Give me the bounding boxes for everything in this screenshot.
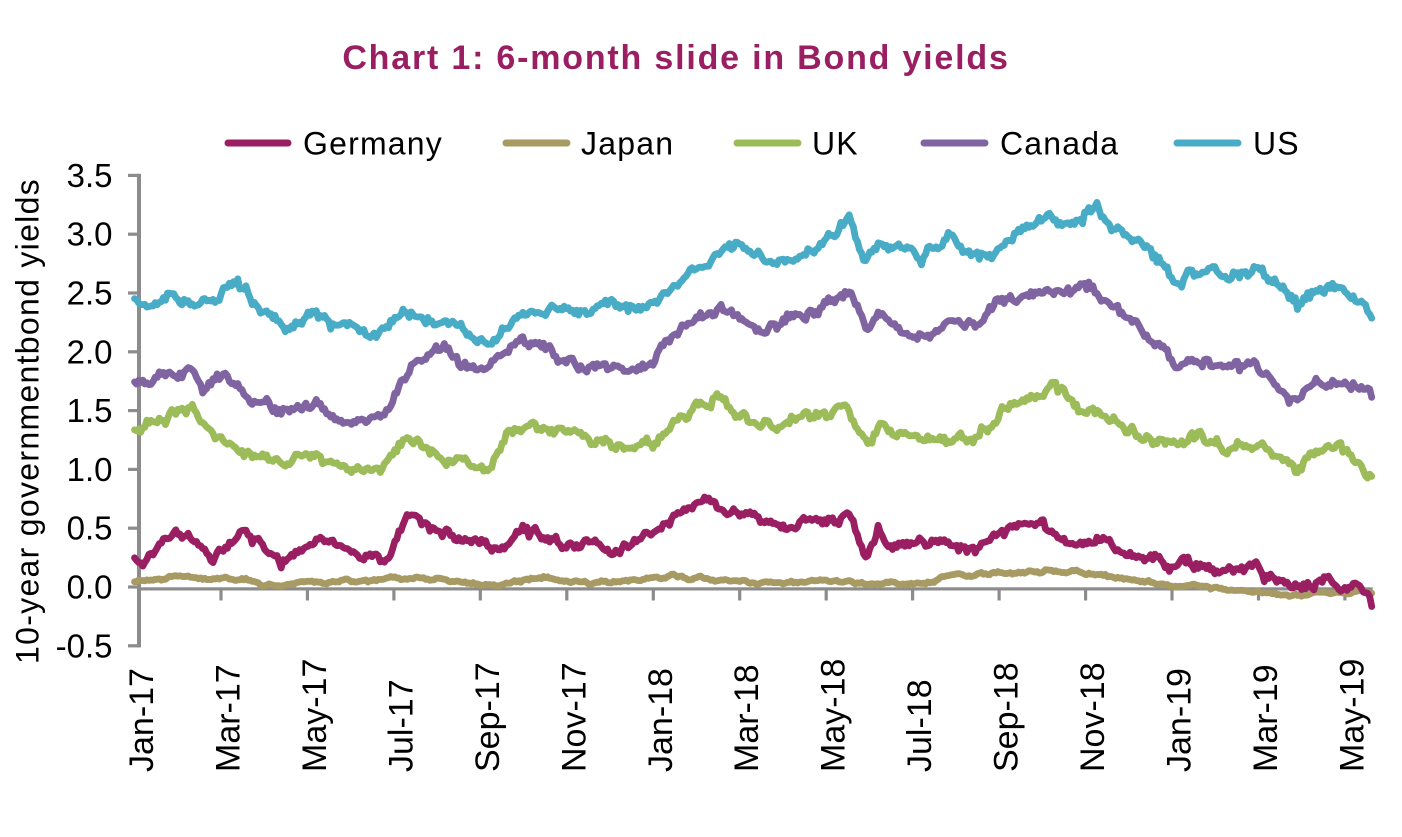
svg-text:Jul-18: Jul-18 xyxy=(901,679,939,772)
svg-text:1.5: 1.5 xyxy=(67,392,113,429)
svg-text:Nov-18: Nov-18 xyxy=(1074,662,1112,772)
svg-text:1.0: 1.0 xyxy=(67,451,113,488)
svg-text:Mar-17: Mar-17 xyxy=(210,664,248,772)
svg-text:Jul-17: Jul-17 xyxy=(382,679,420,772)
svg-text:Sep-18: Sep-18 xyxy=(988,662,1026,772)
svg-text:May-17: May-17 xyxy=(296,659,334,772)
svg-text:US: US xyxy=(1253,126,1300,162)
svg-text:3.0: 3.0 xyxy=(67,216,113,253)
svg-text:Mar-18: Mar-18 xyxy=(728,664,766,772)
svg-text:0.5: 0.5 xyxy=(67,510,113,547)
svg-text:-0.5: -0.5 xyxy=(56,627,113,664)
svg-text:Mar-19: Mar-19 xyxy=(1247,664,1285,772)
svg-text:Jan-17: Jan-17 xyxy=(123,668,161,772)
svg-text:Nov-17: Nov-17 xyxy=(555,662,593,772)
svg-text:2.5: 2.5 xyxy=(67,275,113,312)
svg-text:10-year governmentbond yields: 10-year governmentbond yields xyxy=(10,178,46,664)
svg-text:Japan: Japan xyxy=(581,126,674,162)
svg-text:Jan-18: Jan-18 xyxy=(642,668,680,772)
svg-text:Germany: Germany xyxy=(303,126,443,162)
svg-text:May-19: May-19 xyxy=(1333,659,1371,772)
svg-text:3.5: 3.5 xyxy=(67,157,113,194)
svg-text:May-18: May-18 xyxy=(815,659,853,772)
svg-text:Canada: Canada xyxy=(1000,126,1119,162)
svg-text:Sep-17: Sep-17 xyxy=(469,662,507,772)
svg-text:UK: UK xyxy=(812,126,859,162)
svg-text:0.0: 0.0 xyxy=(67,569,113,606)
svg-text:2.0: 2.0 xyxy=(67,333,113,370)
svg-text:Chart 1: 6-month slide in Bond: Chart 1: 6-month slide in Bond yields xyxy=(342,39,1009,77)
svg-text:Jan-19: Jan-19 xyxy=(1161,668,1199,772)
